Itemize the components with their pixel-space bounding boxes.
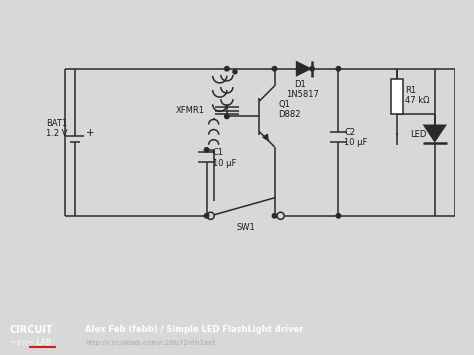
Text: 1N5817: 1N5817 <box>286 89 319 99</box>
Text: D882: D882 <box>279 110 301 119</box>
Text: Alex Feb (febb) / Simple LED FlashLight driver: Alex Feb (febb) / Simple LED FlashLight … <box>85 325 303 334</box>
Circle shape <box>272 214 277 218</box>
Circle shape <box>336 214 341 218</box>
Text: XFMR1: XFMR1 <box>176 106 205 115</box>
Circle shape <box>272 66 277 71</box>
Text: ~∨∩~ LAB: ~∨∩~ LAB <box>10 338 51 347</box>
Text: D1: D1 <box>294 81 306 89</box>
Text: 47 kΩ: 47 kΩ <box>405 96 430 105</box>
Circle shape <box>225 114 229 119</box>
Circle shape <box>204 148 209 152</box>
Circle shape <box>225 66 229 71</box>
Text: +: + <box>86 128 94 138</box>
Text: http://circuitlab.com/c28b72vth2xet: http://circuitlab.com/c28b72vth2xet <box>85 340 216 346</box>
Text: R1: R1 <box>405 86 417 95</box>
Text: C2: C2 <box>345 128 356 137</box>
Text: 10 μF: 10 μF <box>213 159 236 168</box>
Circle shape <box>204 214 209 218</box>
Polygon shape <box>296 61 312 77</box>
Text: SW1: SW1 <box>236 223 255 233</box>
Circle shape <box>336 66 341 71</box>
Text: LED: LED <box>410 130 427 139</box>
Polygon shape <box>423 125 447 143</box>
Text: 1.2 V: 1.2 V <box>46 129 68 138</box>
Text: CIRCUIT: CIRCUIT <box>10 324 54 335</box>
Bar <box>391 79 403 114</box>
Circle shape <box>233 70 237 74</box>
Text: BAT1: BAT1 <box>46 119 68 128</box>
Text: 10 μF: 10 μF <box>345 138 368 147</box>
Text: Q1: Q1 <box>279 100 291 109</box>
Text: C1: C1 <box>213 148 224 157</box>
Circle shape <box>310 66 314 71</box>
